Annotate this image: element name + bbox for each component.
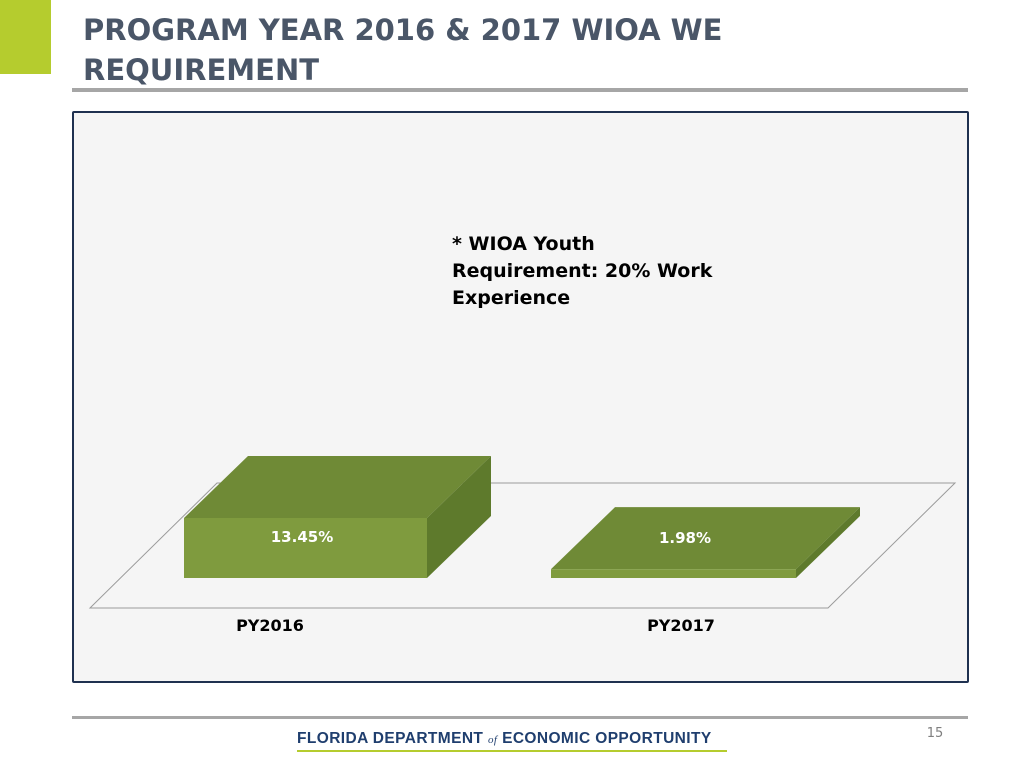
bar-py2016 <box>184 518 427 578</box>
requirement-annotation-line: Experience <box>452 287 570 309</box>
title-accent-block <box>0 0 51 74</box>
requirement-annotation-line: Requirement: 20% Work <box>452 260 713 282</box>
logo-text-of: of <box>488 734 498 746</box>
category-label-py2017: PY2017 <box>647 616 715 635</box>
bar-top-py2017 <box>551 507 860 570</box>
bar-side-py2016 <box>427 456 491 578</box>
logo-text: FLORIDA DEPARTMENT of ECONOMIC OPPORTUNI… <box>297 730 712 748</box>
footer-divider <box>72 716 968 719</box>
footer-logo: FLORIDA DEPARTMENT of ECONOMIC OPPORTUNI… <box>297 728 727 754</box>
bar-top-py2016 <box>184 456 491 518</box>
page-number: 15 <box>926 726 944 741</box>
data-label-py2017: 1.98% <box>659 529 711 547</box>
category-label-py2016: PY2016 <box>236 616 304 635</box>
requirement-annotation-line: * WIOA Youth <box>452 233 595 255</box>
logo-text-part1: FLORIDA DEPARTMENT <box>297 730 489 747</box>
title-divider <box>72 88 968 92</box>
bar-side-py2017 <box>796 507 860 578</box>
logo-text-part2: ECONOMIC OPPORTUNITY <box>497 730 712 747</box>
chart-floor <box>88 482 957 609</box>
bar-chart: 13.45% PY2016 1.98% PY2017 * WIOA Youth Requi… <box>88 233 957 635</box>
chart-frame: 13.45% PY2016 1.98% PY2017 * WIOA Youth Requi… <box>72 111 969 683</box>
data-label-py2016: 13.45% <box>271 528 333 546</box>
slide-title: PROGRAM YEAR 2016 & 2017 WIOA WE REQUIRE… <box>83 13 723 87</box>
logo-underline <box>297 750 727 752</box>
bar-py2017 <box>551 569 796 578</box>
